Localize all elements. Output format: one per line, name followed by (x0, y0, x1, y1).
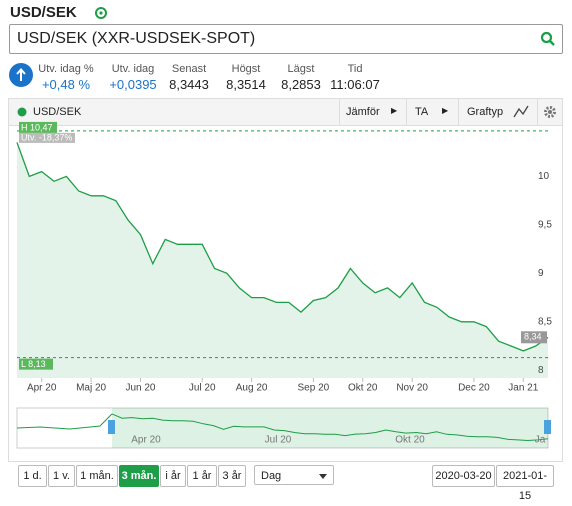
y-tick-label: 8 (538, 365, 544, 376)
date-from[interactable]: 2020-03-20 (432, 465, 495, 487)
quote-label: Högst (231, 63, 261, 75)
y-tick-label: 8,5 (538, 316, 552, 327)
quote-value: +0,0395 (109, 77, 157, 92)
interval-value: Dag (261, 470, 282, 482)
chart-toolbar: USD/SEK Jämför ▶ TA ▶ Graftyp (9, 99, 562, 126)
chart: 8 8,5 9 9,5 10 Apr 20 Maj 20 Jun 20 Jul 20 Aug 20… (16, 121, 552, 449)
range-button[interactable]: 3 år (218, 465, 246, 487)
low-badge (19, 358, 53, 370)
y-tick-label: 9 (538, 268, 544, 279)
settings-icon[interactable] (543, 105, 557, 119)
x-tick-label: Jun 20 (125, 383, 155, 394)
navigator-label: Jul 20 (265, 435, 292, 446)
date-to[interactable]: 2021-01-15 (496, 465, 554, 502)
series-dot (17, 107, 27, 117)
area (17, 142, 548, 378)
quote-value: 8,2853 (281, 77, 321, 92)
trend-icon (9, 63, 33, 87)
title: USD/SEK (10, 4, 77, 21)
chart-panel (8, 98, 563, 462)
range-button[interactable]: i år (160, 465, 186, 487)
range-button[interactable]: 1 mån. (76, 465, 118, 487)
compare-button[interactable]: Jämför (346, 106, 380, 118)
series-name: USD/SEK (33, 106, 82, 118)
search-box[interactable]: USD/SEK (XXR-USDSEK-SPOT) (9, 24, 563, 54)
ta-button[interactable]: TA (415, 106, 429, 118)
arrow: ▶ (391, 106, 398, 115)
high-badge (19, 121, 57, 133)
quote-label: Senast (171, 63, 207, 75)
search-text: USD/SEK (XXR-USDSEK-SPOT) (17, 30, 256, 47)
range-button[interactable]: 1 år (187, 465, 217, 487)
quote-value: 11:06:07 (330, 77, 380, 92)
dropdown-arrow (319, 474, 327, 479)
navigator-label: Apr 20 (131, 435, 161, 446)
line (16, 142, 549, 352)
x-tick-label: Okt 20 (348, 383, 378, 394)
interval-select[interactable]: Dag (254, 465, 334, 485)
x-tick-label: Dec 20 (458, 383, 490, 394)
navigator-label: Okt 20 (395, 435, 425, 446)
x-tick-label: Maj 20 (76, 383, 106, 394)
x-tick-label: Nov 20 (396, 383, 428, 394)
navigator-bg (16, 407, 549, 449)
low-label: L 8,13 (21, 359, 46, 369)
x-tick-label: Jul 20 (189, 383, 216, 394)
search-icon[interactable] (540, 31, 556, 47)
refresh-icon[interactable] (94, 6, 108, 20)
navigator-handle[interactable] (108, 420, 115, 434)
quote-value: 8,3443 (169, 77, 209, 92)
x-tick-label: Aug 20 (236, 383, 268, 394)
change-label: Utv. -18,37% (21, 132, 72, 142)
navigator-handle[interactable] (544, 420, 551, 434)
x-tick-label: Apr 20 (27, 383, 57, 394)
navigator-history (16, 413, 113, 430)
y-tick-label: 9,5 (538, 220, 552, 231)
quote-label: Utv. idag (111, 63, 155, 75)
quote-label: Tid (347, 63, 363, 75)
last-label: 8,34 (524, 332, 542, 342)
navigator-line (111, 413, 549, 442)
chart-type-icon (513, 105, 529, 118)
high-label: H 10,47 (21, 122, 53, 132)
arrow: ▶ (442, 106, 449, 115)
change-badge (19, 132, 75, 143)
quote-label: Utv. idag % (38, 63, 94, 75)
navigator-label: Ja (535, 435, 546, 446)
last-badge (521, 331, 547, 344)
navigator-selection (112, 408, 548, 448)
chart-type-button[interactable]: Graftyp (467, 106, 504, 118)
quote-label: Lägst (287, 63, 315, 75)
quote-value: +0,48 % (41, 77, 91, 92)
range-button[interactable]: 3 mån. (119, 465, 159, 487)
x-tick-label: Jan 21 (508, 383, 538, 394)
y-tick-label: 10 (538, 171, 550, 182)
quote-value: 8,3514 (226, 77, 266, 92)
range-button[interactable]: 1 d. (18, 465, 47, 487)
range-button[interactable]: 1 v. (48, 465, 75, 487)
x-tick-label: Sep 20 (298, 383, 330, 394)
